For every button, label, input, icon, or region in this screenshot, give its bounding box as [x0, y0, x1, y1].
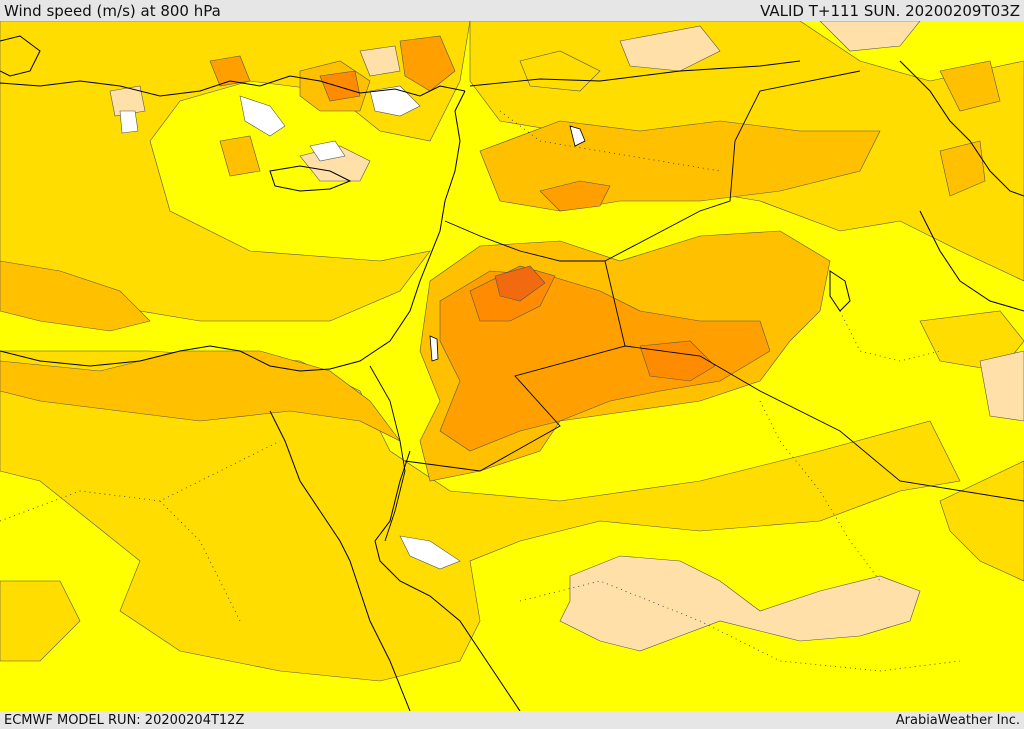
coastline [829, 270, 851, 312]
contour-band-gold [0, 350, 961, 682]
lake [569, 125, 586, 147]
contour-band-orange [0, 260, 151, 332]
contour-band-orange [219, 135, 261, 177]
contour-band-deep-orange [539, 180, 611, 212]
coastline [269, 165, 352, 192]
coastline [0, 75, 466, 97]
country-border [369, 365, 406, 542]
coastline [899, 60, 1024, 197]
contour-band-orange [939, 140, 986, 197]
contour-band-deep-orange [639, 340, 716, 382]
contour-band-white [399, 535, 461, 570]
contour-band-deep-orange [494, 265, 546, 302]
province-border [499, 110, 721, 172]
country-border [469, 60, 801, 87]
contour-band-light [359, 45, 401, 77]
country-border [624, 345, 1024, 502]
province-border [0, 440, 281, 522]
contour-band-deep-orange [439, 270, 771, 452]
credit: ArabiaWeather Inc. [895, 712, 1020, 728]
map-title: Wind speed (m/s) at 800 hPa [4, 1, 221, 20]
footer-bar: ECMWF MODEL RUN: 20200204T12Z ArabiaWeat… [0, 711, 1024, 729]
coastline [269, 410, 411, 711]
country-border [444, 220, 605, 262]
coastline [0, 90, 466, 372]
header-bar: Wind speed (m/s) at 800 hPa VALID T+111 … [0, 0, 1024, 21]
contour-band-white [369, 85, 421, 117]
country-border [404, 260, 626, 472]
coastline [374, 450, 521, 711]
contour-band-light [979, 350, 1024, 422]
coastline [0, 35, 41, 77]
valid-time: VALID T+111 SUN. 20200209T03Z [760, 1, 1020, 20]
contour-band-orange [939, 60, 1001, 112]
contour-band-light [619, 25, 721, 72]
lake [429, 335, 439, 362]
contour-band-orange [0, 350, 401, 442]
contour-band-deep-orange [319, 70, 361, 102]
wind-speed-map [0, 21, 1024, 711]
contour-band-light [109, 85, 146, 117]
contour-band-deep-orange [209, 55, 251, 87]
province-border [839, 310, 941, 362]
contour-band-light [559, 555, 921, 652]
contour-band-white [119, 110, 139, 134]
country-border [604, 70, 861, 262]
model-run: ECMWF MODEL RUN: 20200204T12Z [4, 712, 245, 728]
map-canvas [0, 21, 1024, 711]
contour-band-white [309, 140, 346, 162]
coastline [919, 210, 1024, 312]
contour-band-white [239, 95, 286, 137]
contour-band-deep-orange [399, 35, 456, 92]
contour-band-light [819, 21, 921, 52]
contour-band-gold [0, 580, 81, 662]
